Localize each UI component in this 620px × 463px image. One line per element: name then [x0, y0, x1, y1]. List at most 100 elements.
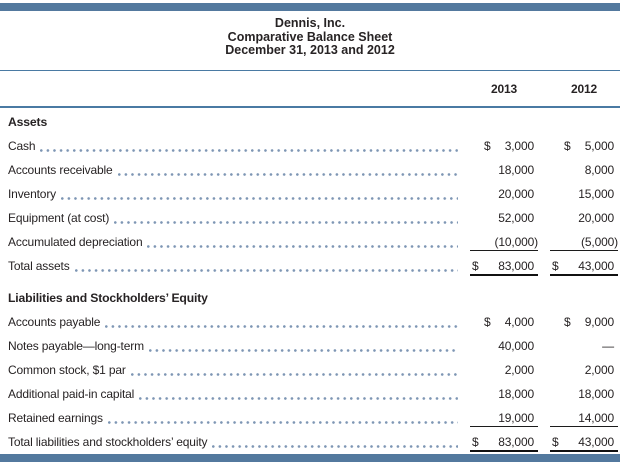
- dot-leader: [103, 310, 470, 334]
- section-heading: Liabilities and Stockholders’ Equity: [0, 286, 620, 310]
- amount-2012: 5,000: [584, 138, 614, 153]
- value-2012: $43,000: [550, 254, 618, 278]
- amount-2012: (5,000): [581, 234, 618, 249]
- value-2013: (10,000): [470, 230, 538, 254]
- table-row: Accumulated depreciation (10,000) (5,000…: [0, 230, 620, 254]
- column-header-2013: 2013: [490, 81, 518, 96]
- value-2012: 20,000: [550, 206, 618, 230]
- bottom-accent-bar: [0, 454, 620, 462]
- dot-leader: [147, 334, 470, 358]
- table-row: Retained earnings 19,000 14,000: [0, 406, 620, 430]
- amount-2013: 18,000: [498, 162, 534, 177]
- header-bottom-rule: [0, 106, 620, 108]
- amount-2012: —: [602, 338, 614, 353]
- table-row: Total liabilities and stockholders’ equi…: [0, 430, 620, 454]
- amount-2013: 19,000: [498, 410, 534, 425]
- row-label: Equipment (at cost): [8, 210, 110, 225]
- dot-leader: [137, 382, 470, 406]
- dot-leader: [59, 182, 470, 206]
- amount-2013: 20,000: [498, 186, 534, 201]
- value-2013: $83,000: [470, 430, 538, 454]
- company-name: Dennis, Inc.: [274, 16, 346, 30]
- amount-2012: 15,000: [578, 186, 614, 201]
- value-2012: $5,000: [550, 134, 618, 158]
- section-heading: Assets: [0, 110, 620, 134]
- dollar-sign-2013: $: [484, 314, 491, 329]
- amount-2012: 18,000: [578, 386, 614, 401]
- value-2012: 8,000: [550, 158, 618, 182]
- value-2012: 15,000: [550, 182, 618, 206]
- dollar-sign-2013: $: [472, 434, 479, 449]
- value-2013: $83,000: [470, 254, 538, 278]
- amount-2012: 8,000: [584, 162, 614, 177]
- amount-2013: 4,000: [504, 314, 534, 329]
- column-header-2012: 2012: [570, 81, 598, 96]
- row-label: Accounts payable: [8, 314, 101, 329]
- section-heading-label: Liabilities and Stockholders’ Equity: [8, 290, 208, 305]
- amount-2013: (10,000): [494, 234, 539, 249]
- amount-2013: 2,000: [504, 362, 534, 377]
- amount-2013: 40,000: [498, 338, 534, 353]
- amount-2012: 2,000: [584, 362, 614, 377]
- amount-2012: 14,000: [578, 410, 614, 425]
- amount-2012: 20,000: [578, 210, 614, 225]
- dollar-sign-2012: $: [564, 138, 571, 153]
- value-2012: $9,000: [550, 310, 618, 334]
- row-label: Accounts receivable: [8, 162, 113, 177]
- value-2013: 20,000: [470, 182, 538, 206]
- value-2013: 19,000: [470, 406, 538, 430]
- row-label: Accumulated depreciation: [8, 234, 143, 249]
- dot-leader: [112, 206, 470, 230]
- value-2012: 18,000: [550, 382, 618, 406]
- dot-leader: [73, 254, 470, 278]
- value-2013: 40,000: [470, 334, 538, 358]
- row-label: Notes payable—long-term: [8, 338, 144, 353]
- value-2012: 2,000: [550, 358, 618, 382]
- table-row: Common stock, $1 par 2,000 2,000: [0, 358, 620, 382]
- table-row: Additional paid-in capital 18,000 18,000: [0, 382, 620, 406]
- dollar-sign-2012: $: [552, 434, 559, 449]
- amount-2013: 3,000: [504, 138, 534, 153]
- table-row: Accounts receivable 18,000 8,000: [0, 158, 620, 182]
- value-2013: 52,000: [470, 206, 538, 230]
- amount-2013: 83,000: [498, 258, 534, 273]
- row-label: Retained earnings: [8, 410, 103, 425]
- table-row: Inventory 20,000 15,000: [0, 182, 620, 206]
- section-heading-label: Assets: [8, 114, 48, 129]
- table-row: Total assets $83,000 $43,000: [0, 254, 620, 278]
- amount-2013: 18,000: [498, 386, 534, 401]
- value-2012: (5,000): [550, 230, 618, 254]
- row-label: Total liabilities and stockholders’ equi…: [8, 434, 208, 449]
- dollar-sign-2013: $: [484, 138, 491, 153]
- value-2013: $3,000: [470, 134, 538, 158]
- dollar-sign-2012: $: [552, 258, 559, 273]
- dot-leader: [116, 158, 470, 182]
- statement-title: Comparative Balance Sheet: [227, 29, 393, 44]
- row-label: Inventory: [8, 186, 57, 201]
- value-2012: $43,000: [550, 430, 618, 454]
- amount-2013: 52,000: [498, 210, 534, 225]
- sheet-body: Assets Cash $3,000 $5,000 Accounts recei…: [0, 108, 620, 454]
- value-2013: $4,000: [470, 310, 538, 334]
- statement-header: Dennis, Inc. Comparative Balance Sheet D…: [0, 16, 620, 58]
- value-2013: 18,000: [470, 158, 538, 182]
- statement-date: December 31, 2013 and 2012: [225, 43, 395, 57]
- header-top-rule: [0, 69, 620, 71]
- dollar-sign-2013: $: [472, 258, 479, 273]
- row-label: Cash: [8, 138, 36, 153]
- value-2013: 18,000: [470, 382, 538, 406]
- value-2013: 2,000: [470, 358, 538, 382]
- value-2012: —: [550, 334, 618, 358]
- column-header-row: 2013 2012: [0, 71, 620, 106]
- dollar-sign-2012: $: [564, 314, 571, 329]
- row-label: Total assets: [8, 258, 70, 273]
- amount-2012: 9,000: [584, 314, 614, 329]
- table-row: Cash $3,000 $5,000: [0, 134, 620, 158]
- row-label: Additional paid-in capital: [8, 386, 135, 401]
- amount-2012: 43,000: [578, 258, 614, 273]
- table-row: Equipment (at cost) 52,000 20,000: [0, 206, 620, 230]
- table-row: Notes payable—long-term 40,000 —: [0, 334, 620, 358]
- dot-leader: [210, 430, 470, 454]
- top-accent-bar: [0, 3, 620, 11]
- amount-2012: 43,000: [578, 434, 614, 449]
